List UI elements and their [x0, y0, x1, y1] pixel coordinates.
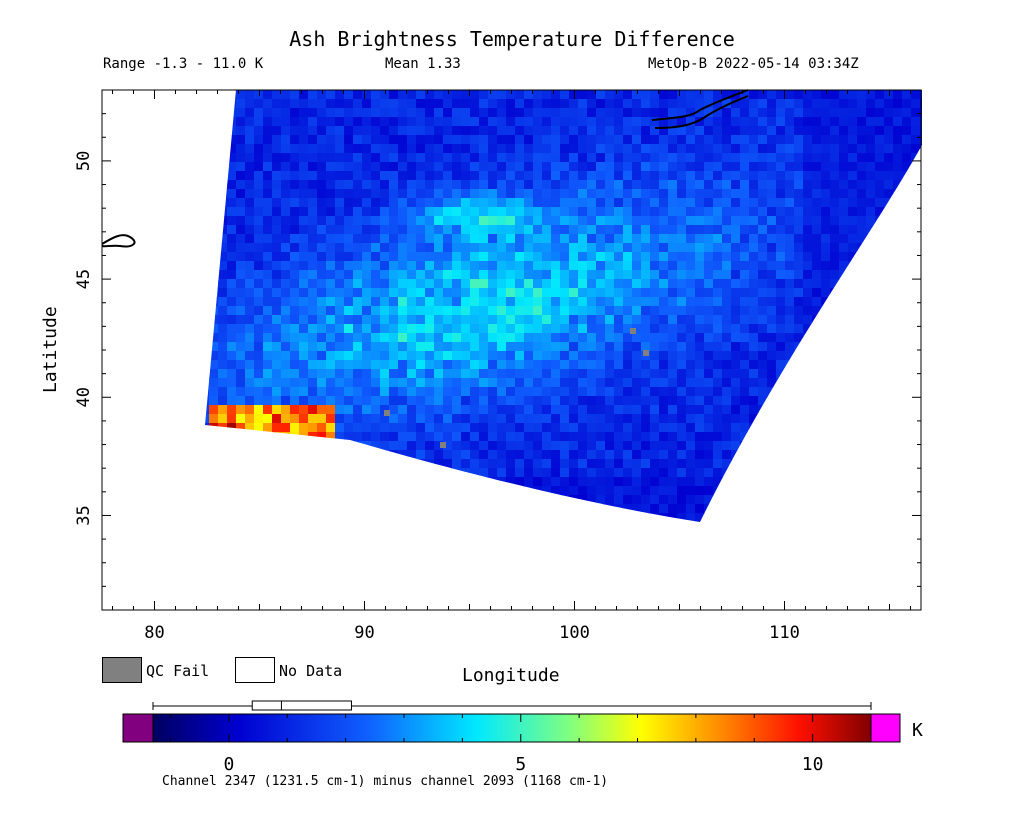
colorbar-tick-label: 10: [802, 754, 824, 775]
no-data-label: No Data: [279, 662, 343, 680]
y-tick-label: 50: [74, 151, 94, 171]
qc-fail-pixel: [440, 442, 446, 448]
coastlines: [101, 89, 749, 248]
qc-fail-swatch: [102, 657, 142, 683]
colorbar-unit: K: [912, 720, 923, 741]
x-tick-label: 110: [769, 623, 800, 643]
qc-fail-pixel: [630, 328, 636, 334]
y-axis-label: Latitude: [40, 306, 61, 393]
colorbar: 0 5 10: [122, 713, 901, 775]
colorbar-tick-label: 0: [223, 754, 234, 775]
satellite-time-readout: MetOp-B 2022-05-14 03:34Z: [648, 56, 859, 72]
no-data-swatch: [235, 657, 275, 683]
x-axis-label: Longitude: [462, 665, 560, 686]
channel-footer: Channel 2347 (1231.5 cm-1) minus channel…: [162, 774, 609, 789]
chart-title: Ash Brightness Temperature Difference: [289, 27, 735, 51]
colorbar-scale: [152, 713, 872, 743]
qc-fail-pixel: [643, 350, 649, 356]
qc-fail-pixel: [384, 410, 390, 416]
y-tick-label: 35: [74, 505, 94, 525]
colorbar-tick-label: 5: [515, 754, 526, 775]
x-tick-label: 80: [144, 623, 164, 643]
x-tick-label: 100: [559, 623, 590, 643]
mean-readout: Mean 1.33: [385, 56, 461, 72]
colorbar-over: [870, 713, 901, 743]
qc-fail-label: QC Fail: [146, 662, 210, 680]
x-tick-label: 90: [354, 623, 374, 643]
y-tick-label: 40: [74, 387, 94, 407]
range-readout: Range -1.3 - 11.0 K: [103, 56, 264, 72]
y-tick-label: 45: [74, 269, 94, 289]
ash-btd-swath: [205, 90, 922, 522]
distribution-boxplot: [152, 700, 872, 711]
colorbar-under: [122, 713, 154, 743]
axis-ticks: 80 90 100 110 35 40 45 50: [74, 89, 921, 643]
